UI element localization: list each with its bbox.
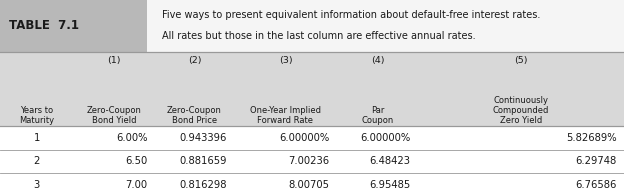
Text: (3): (3) [279,56,292,65]
Text: Bond Price: Bond Price [172,116,217,125]
Text: TABLE  7.1: TABLE 7.1 [9,19,79,33]
Text: 6.48423: 6.48423 [369,156,411,166]
Text: 1: 1 [34,133,40,143]
Text: Coupon: Coupon [361,116,394,125]
FancyBboxPatch shape [0,0,147,52]
Text: 6.00%: 6.00% [116,133,147,143]
Text: One-Year Implied: One-Year Implied [250,106,321,115]
FancyBboxPatch shape [0,126,624,150]
FancyBboxPatch shape [0,173,624,196]
Text: Bond Yield: Bond Yield [92,116,137,125]
Text: Zero-Coupon: Zero-Coupon [87,106,142,115]
FancyBboxPatch shape [0,150,624,173]
Text: Continuously: Continuously [494,96,548,105]
Text: (4): (4) [371,56,384,65]
Text: 5.82689%: 5.82689% [566,133,617,143]
Text: 6.50: 6.50 [125,156,147,166]
Text: 6.00000%: 6.00000% [360,133,411,143]
Text: 6.00000%: 6.00000% [279,133,329,143]
Text: Years to: Years to [20,106,54,115]
Text: 3: 3 [34,180,40,190]
Text: 8.00705: 8.00705 [288,180,329,190]
Text: 0.816298: 0.816298 [179,180,227,190]
Text: (5): (5) [514,56,528,65]
Text: (2): (2) [188,56,201,65]
Text: 6.29748: 6.29748 [575,156,617,166]
Text: 7.00236: 7.00236 [288,156,329,166]
Text: Five ways to present equivalent information about default-free interest rates.: Five ways to present equivalent informat… [162,10,540,20]
Text: Maturity: Maturity [19,116,54,125]
Text: 6.95485: 6.95485 [369,180,411,190]
Text: Forward Rate: Forward Rate [258,116,313,125]
Text: All rates but those in the last column are effective annual rates.: All rates but those in the last column a… [162,32,476,42]
Text: Zero-Coupon: Zero-Coupon [167,106,222,115]
FancyBboxPatch shape [0,52,624,126]
Text: 7.00: 7.00 [125,180,147,190]
Text: Zero Yield: Zero Yield [500,116,542,125]
Text: 6.76586: 6.76586 [575,180,617,190]
Text: 0.881659: 0.881659 [179,156,227,166]
Text: Compounded: Compounded [493,106,549,115]
FancyBboxPatch shape [0,0,624,52]
Text: 2: 2 [34,156,40,166]
Text: (1): (1) [107,56,121,65]
Text: 0.943396: 0.943396 [179,133,227,143]
Text: Par: Par [371,106,384,115]
